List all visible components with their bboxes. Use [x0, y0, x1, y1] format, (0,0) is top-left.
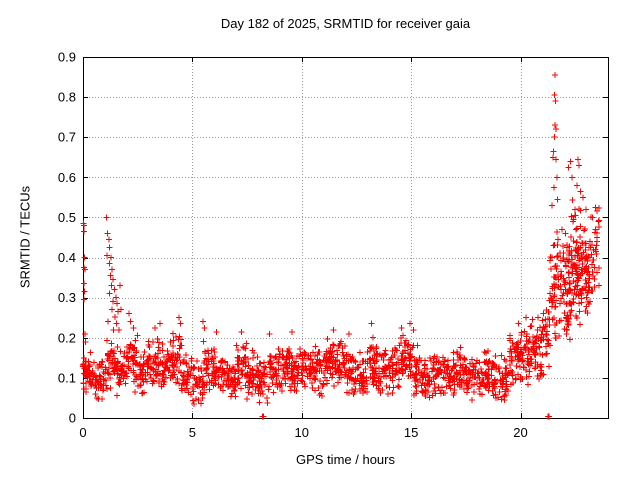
x-axis-label: GPS time / hours — [296, 452, 395, 467]
x-tick-label: 0 — [79, 425, 86, 440]
y-tick-label: 0 — [69, 411, 76, 426]
axis-ticks — [83, 57, 608, 419]
plot-frame — [83, 57, 609, 419]
grid-lines — [83, 57, 608, 418]
y-tick-label: 0.4 — [58, 250, 76, 265]
y-tick-label: 0.8 — [58, 90, 76, 105]
y-tick-label: 0.7 — [58, 130, 76, 145]
y-tick-label: 0.1 — [58, 370, 76, 385]
x-tick-label: 15 — [404, 425, 418, 440]
chart-title: Day 182 of 2025, SRMTID for receiver gai… — [220, 16, 471, 31]
data-points — [80, 72, 602, 420]
x-tick-label: 10 — [295, 425, 309, 440]
y-tick-label: 0.6 — [58, 170, 76, 185]
y-tick-label: 0.3 — [58, 290, 76, 305]
x-tick-label: 20 — [513, 425, 527, 440]
y-tick-label: 0.2 — [58, 330, 76, 345]
x-tick-label: 5 — [189, 425, 196, 440]
y-tick-label: 0.9 — [58, 50, 76, 65]
y-tick-label: 0.5 — [58, 210, 76, 225]
